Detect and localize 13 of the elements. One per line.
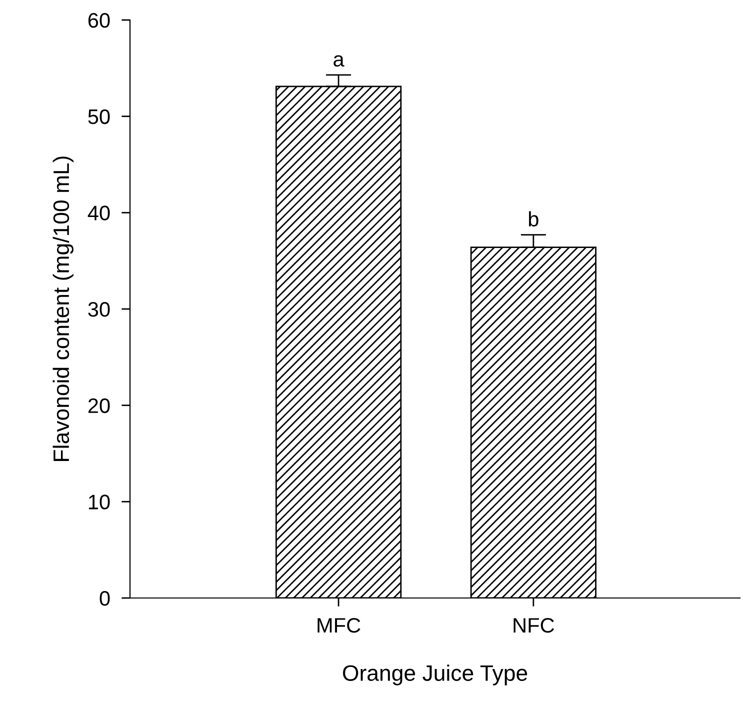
y-tick-label: 60 bbox=[88, 13, 110, 28]
y-tick-label: 0 bbox=[100, 591, 110, 606]
y-axis-title: Flavonoid content (mg/100 mL) bbox=[52, 156, 74, 461]
y-tick-label: 40 bbox=[88, 206, 110, 220]
y-tick-label: 50 bbox=[88, 109, 110, 124]
annotation: a bbox=[334, 55, 344, 67]
y-tick-label: 20 bbox=[88, 398, 110, 414]
x-tick-label: MFC bbox=[318, 618, 360, 633]
y-tick-label: 30 bbox=[88, 302, 110, 317]
y-tick-label: 10 bbox=[88, 494, 110, 510]
annotation: b bbox=[528, 211, 538, 227]
x-tick-label: NFC bbox=[514, 618, 554, 633]
x-axis-title: Orange Juice Type bbox=[342, 664, 528, 686]
